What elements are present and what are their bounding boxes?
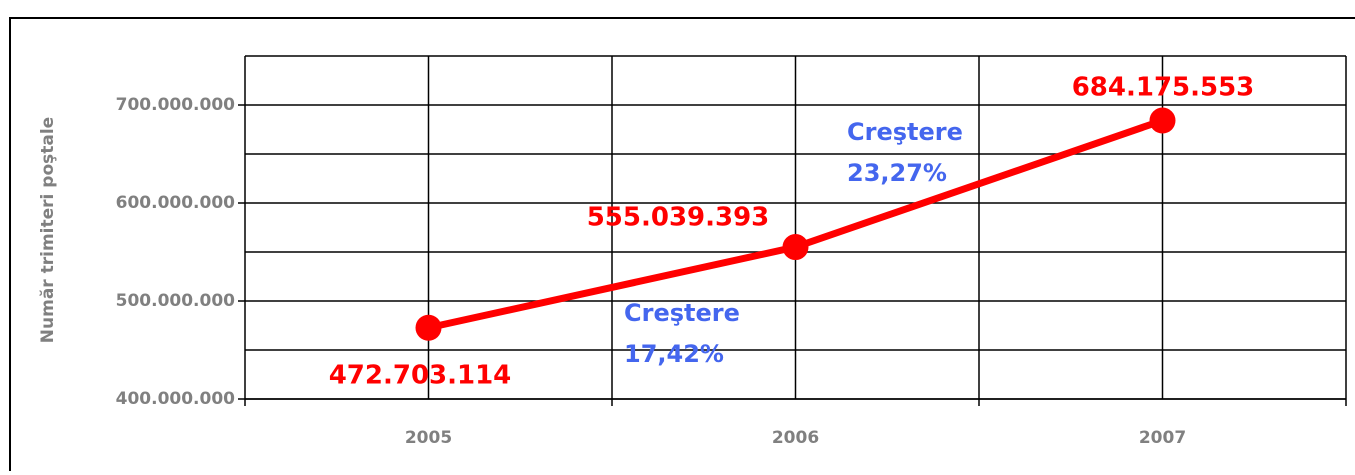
annotation: Creştere [624, 299, 740, 327]
y-axis-label: Număr trimiteri poştale [38, 117, 58, 343]
data-label: 684.175.553 [1072, 73, 1255, 103]
marker [1149, 107, 1176, 134]
annotation: 17,42% [624, 340, 724, 368]
y-tick-label: 600.000.000 [116, 193, 236, 213]
x-tick-label: 2007 [1139, 428, 1186, 448]
data-label: 555.039.393 [587, 203, 770, 233]
x-tick-label: 2006 [772, 428, 819, 448]
marker [415, 314, 442, 341]
annotation: Creştere [847, 118, 963, 146]
x-tick-label: 2005 [405, 428, 452, 448]
marker [782, 234, 809, 261]
y-tick-label: 700.000.000 [116, 95, 236, 115]
annotation: 23,27% [847, 159, 947, 187]
y-tick-label: 400.000.000 [116, 389, 236, 409]
y-tick-label: 500.000.000 [116, 291, 236, 311]
data-label: 472.703.114 [329, 361, 512, 391]
